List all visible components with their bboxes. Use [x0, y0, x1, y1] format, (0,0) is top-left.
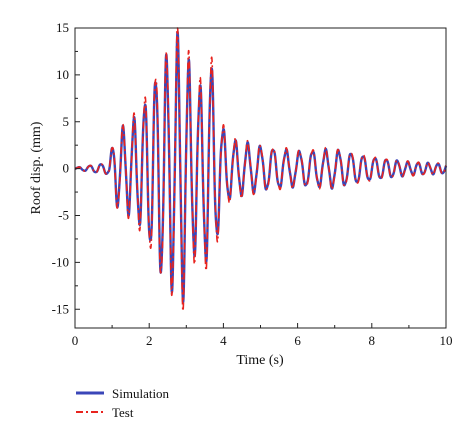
y-tick-label: 15	[56, 20, 69, 35]
axes: 0 2 4 6 8 10 15 10 5 0 -5 -10 -15	[52, 20, 453, 348]
y-tick-label: -10	[52, 254, 69, 269]
y-tick-label: -5	[58, 208, 69, 223]
y-tick-label: 5	[63, 114, 70, 129]
y-axis-title: Roof disp. (mm)	[29, 121, 44, 214]
y-tick-label: -15	[52, 301, 69, 316]
x-axis-title: Time (s)	[236, 353, 284, 368]
legend: Simulation Test	[76, 386, 170, 420]
x-tick-label: 2	[146, 333, 153, 348]
y-tick-label: 10	[56, 67, 69, 82]
x-tick-label: 6	[294, 333, 301, 348]
x-tick-label: 0	[72, 333, 79, 348]
legend-simulation-label: Simulation	[112, 386, 170, 401]
legend-test-label: Test	[112, 405, 134, 420]
x-tick-label: 8	[369, 333, 376, 348]
y-tick-label: 0	[63, 161, 70, 176]
plot-area	[73, 27, 448, 312]
x-tick-label: 4	[220, 333, 227, 348]
x-tick-label: 10	[440, 333, 453, 348]
